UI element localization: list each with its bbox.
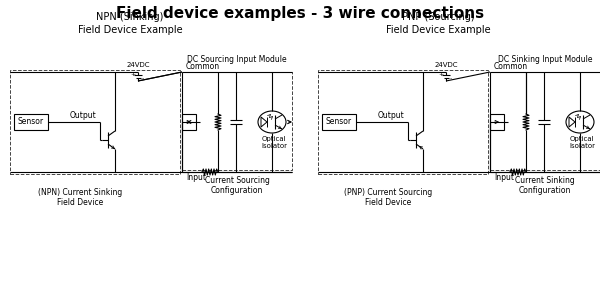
Text: PNP (Sourcing)
Field Device Example: PNP (Sourcing) Field Device Example [386,12,490,35]
Text: Optical
Isolator: Optical Isolator [261,136,287,149]
Text: Sensor: Sensor [326,117,352,126]
Text: +: + [438,72,443,77]
Text: Common: Common [494,62,528,71]
Ellipse shape [258,111,286,133]
Text: Optical
Isolator: Optical Isolator [569,136,595,149]
Polygon shape [261,117,267,127]
Text: Input: Input [186,173,206,182]
Bar [490,114,504,130]
Text: Output: Output [70,111,97,120]
Bar [182,114,196,130]
Text: Common: Common [186,62,220,71]
Text: Input: Input [494,173,514,182]
Text: 24VDC: 24VDC [126,62,150,68]
Text: NPN (Sinking)
Field Device Example: NPN (Sinking) Field Device Example [77,12,182,35]
Text: -: - [450,76,452,81]
Text: DC Sinking Input Module: DC Sinking Input Module [498,55,592,64]
Ellipse shape [566,111,594,133]
Text: 24VDC: 24VDC [434,62,458,68]
Text: -: - [142,76,144,81]
Bar [322,114,356,130]
Text: Current Sourcing
Configuration: Current Sourcing Configuration [205,176,269,195]
Text: (PNP) Current Sourcing
Field Device: (PNP) Current Sourcing Field Device [344,188,432,207]
Text: Current Sinking
Configuration: Current Sinking Configuration [515,176,575,195]
Text: +: + [130,72,135,77]
Text: Field device examples - 3 wire connections: Field device examples - 3 wire connectio… [116,6,484,21]
Text: Output: Output [377,111,404,120]
Text: Sensor: Sensor [18,117,44,126]
Bar [14,114,48,130]
Polygon shape [569,117,575,127]
Text: (NPN) Current Sinking
Field Device: (NPN) Current Sinking Field Device [38,188,122,207]
Text: DC Sourcing Input Module: DC Sourcing Input Module [187,55,287,64]
